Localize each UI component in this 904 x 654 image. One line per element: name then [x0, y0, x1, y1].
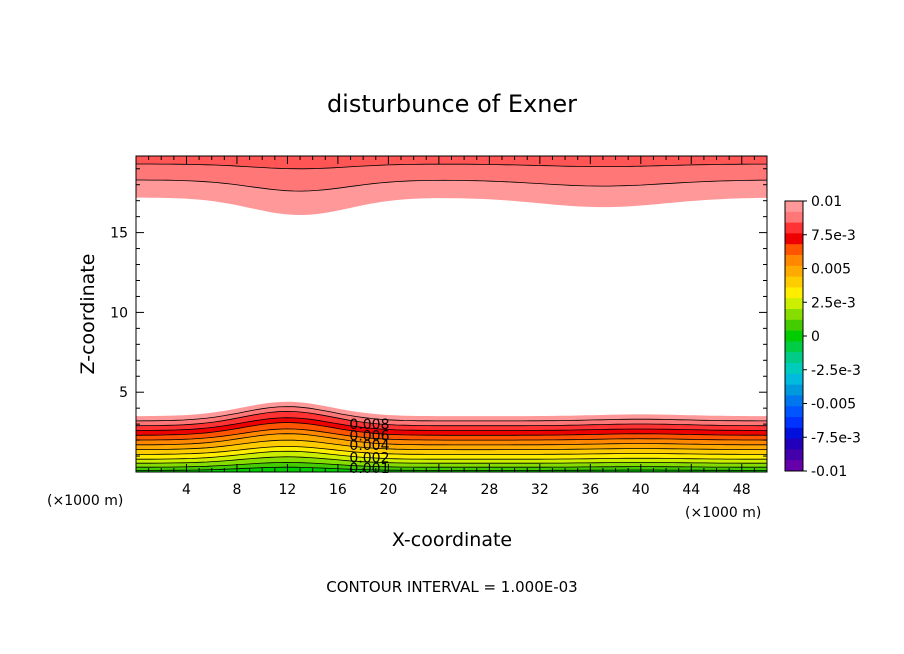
- colorbar-label: -0.005: [811, 397, 856, 413]
- colorbar-label: -0.01: [811, 464, 847, 480]
- colorbar-swatch: [785, 417, 803, 429]
- contour-line-low-3: [135, 417, 767, 431]
- colorbar-swatch: [785, 341, 803, 353]
- x-tick-label: 28: [480, 482, 498, 498]
- contour-line-low-6: [136, 433, 767, 446]
- contour-line-low-2: [135, 410, 767, 427]
- contour-line-low-8: [136, 446, 767, 455]
- upper-band-2: [136, 156, 767, 169]
- x-axis-ticks: 4 8 12 16 20 24 28 32 36 40 44 48: [135, 156, 768, 498]
- x-tick-label: 20: [379, 482, 397, 498]
- colorbar-swatch: [785, 373, 803, 386]
- contour-interval-footer: CONTOUR INTERVAL = 1.000E-03: [326, 578, 577, 596]
- contour-line-low-4: [135, 422, 768, 436]
- colorbar-label: 2.5e-3: [811, 295, 856, 311]
- colorbar-swatch: [785, 276, 803, 288]
- contour-label: 0.004: [349, 438, 389, 454]
- lower-band-12: [136, 467, 767, 472]
- x-tick-label: 12: [279, 482, 297, 498]
- colorbar-swatch: [785, 363, 803, 375]
- colorbar-swatch: [785, 427, 803, 440]
- contour-lines: [135, 163, 768, 471]
- colorbar-swatch: [785, 265, 803, 278]
- x-axis-label: X-coordinate: [392, 529, 512, 551]
- colorbar-swatch: [785, 233, 803, 245]
- contour-line-low-10: [136, 456, 767, 464]
- contour-line-low-11: [136, 461, 767, 468]
- contour-line-high-2: [136, 163, 767, 170]
- colorbar-swatch: [785, 255, 803, 267]
- colorbar-swatch: [785, 460, 803, 472]
- contour-label: 0.002: [349, 451, 389, 467]
- colorbar-swatch: [785, 395, 803, 407]
- colorbar-swatch: [785, 244, 803, 256]
- colorbar-swatch: [785, 287, 803, 299]
- x-unit-right: (×1000 m): [685, 505, 761, 521]
- y-tick-label: 10: [110, 305, 128, 321]
- chart-title: disturbunce of Exner: [327, 90, 577, 118]
- colorbar-label: 0.005: [811, 262, 851, 278]
- contour-line-low-1: [135, 406, 767, 422]
- colorbar-swatch: [785, 309, 803, 321]
- x-tick-label: 4: [182, 482, 191, 498]
- colorbar-label: 7.5e-3: [811, 228, 856, 244]
- y-axis-ticks: 5 10 15: [110, 168, 767, 457]
- y-axis-label: Z-coordinate: [77, 254, 99, 375]
- contour-line-low-7: [136, 439, 767, 451]
- x-tick-label: 44: [682, 482, 700, 498]
- y-tick-label: 5: [119, 385, 128, 401]
- colorbar-label: 0: [811, 329, 820, 345]
- contour-line-low-5: [136, 428, 768, 441]
- colorbar-label: 0.01: [811, 194, 842, 210]
- colorbar-swatch: [785, 406, 803, 418]
- x-tick-label: 40: [632, 482, 650, 498]
- colorbar-swatch: [785, 449, 803, 461]
- colorbar-swatch: [785, 211, 803, 224]
- contour-label: 0.001: [349, 461, 389, 477]
- x-tick-label: 24: [430, 482, 448, 498]
- colorbar-label: -7.5e-3: [811, 430, 861, 446]
- x-tick-label: 16: [329, 482, 347, 498]
- colorbar-swatch: [785, 222, 803, 234]
- colorbar-swatch: [785, 352, 803, 364]
- colorbar: 0.01 7.5e-3 0.005 2.5e-3 0 -2.5e-3 -0.005 -7.5e…: [784, 194, 861, 480]
- x-unit-left: (×1000 m): [47, 493, 123, 509]
- x-tick-label: 48: [733, 482, 751, 498]
- colorbar-swatch: [785, 201, 803, 213]
- colorbar-label: -2.5e-3: [811, 363, 861, 379]
- y-tick-label: 15: [110, 226, 128, 242]
- colorbar-swatch: [785, 298, 803, 310]
- contour-label: 0.008: [349, 417, 389, 433]
- x-tick-label: 36: [581, 482, 599, 498]
- colorbar-swatch: [785, 330, 803, 342]
- colorbar-swatch: [785, 438, 803, 450]
- contour-line-low-9: [136, 450, 767, 460]
- contour-label: 0.006: [349, 428, 389, 444]
- colorbar-swatch: [785, 319, 803, 332]
- colorbar-swatch: [785, 384, 803, 396]
- x-tick-label: 8: [232, 482, 241, 498]
- contour-line-high-1: [136, 179, 768, 192]
- x-tick-label: 32: [531, 482, 549, 498]
